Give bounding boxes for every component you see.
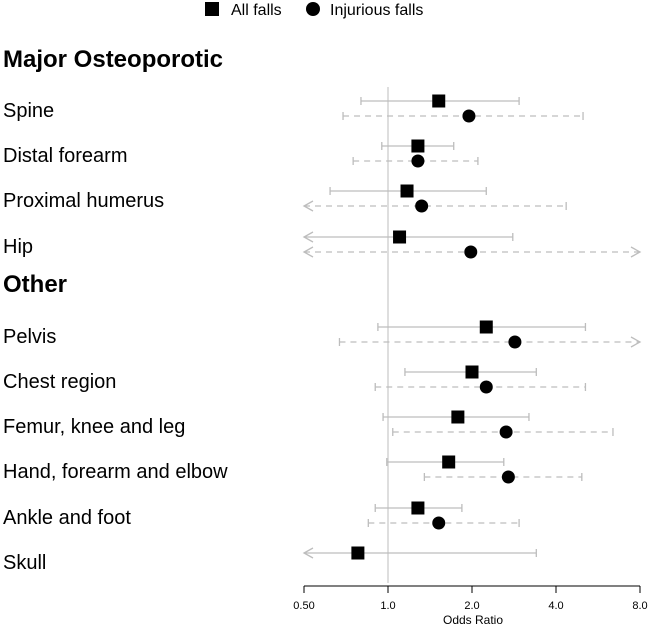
row-label-distal-forearm: Distal forearm	[3, 145, 127, 167]
marker-injurious-falls-distal-forearm	[411, 154, 425, 168]
row-label-hip: Hip	[3, 236, 33, 258]
marker-injurious-falls-spine	[462, 109, 476, 123]
ci-injurious-falls-proximal-humerus-left-arrow	[302, 200, 314, 212]
row-label-femur-knee-and-leg: Femur, knee and leg	[3, 416, 185, 438]
row-label-chest-region: Chest region	[3, 371, 116, 393]
x-tick-label-2-0: 2.0	[464, 600, 479, 612]
legend-label-all-falls: All falls	[231, 2, 282, 19]
row-label-ankle-and-foot: Ankle and foot	[3, 507, 131, 529]
x-tick-label-4-0: 4.0	[548, 600, 563, 612]
x-tick-label-1-0: 1.0	[380, 600, 395, 612]
marker-injurious-falls-chest-region	[479, 380, 493, 394]
marker-all-falls-pelvis	[479, 320, 493, 334]
marker-all-falls-spine	[432, 94, 446, 108]
ci-all-falls-skull-left-arrow	[302, 547, 314, 559]
x-axis-label: Odds Ratio	[443, 613, 503, 627]
marker-injurious-falls-femur-knee-and-leg	[499, 425, 513, 439]
marker-injurious-falls-hip	[464, 245, 478, 259]
row-label-proximal-humerus: Proximal humerus	[3, 190, 164, 212]
row-label-pelvis: Pelvis	[3, 326, 56, 348]
ci-injurious-falls-hip-right-arrow	[630, 246, 642, 258]
marker-injurious-falls-pelvis	[508, 335, 522, 349]
row-label-skull: Skull	[3, 552, 46, 574]
x-axis: 0.50 1.0 2.0 4.0 8.0	[293, 585, 648, 612]
row-label-spine: Spine	[3, 100, 54, 122]
marker-all-falls-chest-region	[465, 365, 479, 379]
group-heading-other: Other	[3, 271, 67, 298]
marker-all-falls-hand-forearm-and-elbow	[442, 455, 456, 469]
legend-label-injurious-falls: Injurious falls	[330, 2, 423, 19]
marker-injurious-falls-proximal-humerus	[415, 199, 429, 213]
row-label-hand-forearm-and-elbow: Hand, forearm and elbow	[3, 461, 228, 483]
group-heading-major-osteoporotic: Major Osteoporotic	[3, 46, 223, 73]
legend: All falls Injurious falls	[205, 2, 423, 19]
marker-all-falls-femur-knee-and-leg	[451, 410, 465, 424]
x-tick-label-8-0: 8.0	[632, 600, 647, 612]
marker-all-falls-distal-forearm	[411, 139, 425, 153]
x-tick-label-0-50: 0.50	[293, 600, 314, 612]
marker-all-falls-hip	[393, 230, 407, 244]
ci-injurious-falls-pelvis-right-arrow	[630, 336, 642, 348]
legend-marker-all-falls	[205, 2, 219, 16]
ci-all-falls-hip-left-arrow	[302, 231, 314, 243]
marker-all-falls-ankle-and-foot	[411, 501, 425, 515]
marker-all-falls-skull	[351, 546, 365, 560]
ci-injurious-falls-hip-left-arrow	[302, 246, 314, 258]
marker-injurious-falls-ankle-and-foot	[432, 516, 446, 530]
legend-marker-injurious-falls	[306, 2, 320, 16]
marker-all-falls-proximal-humerus	[400, 184, 414, 198]
marker-injurious-falls-hand-forearm-and-elbow	[501, 470, 515, 484]
